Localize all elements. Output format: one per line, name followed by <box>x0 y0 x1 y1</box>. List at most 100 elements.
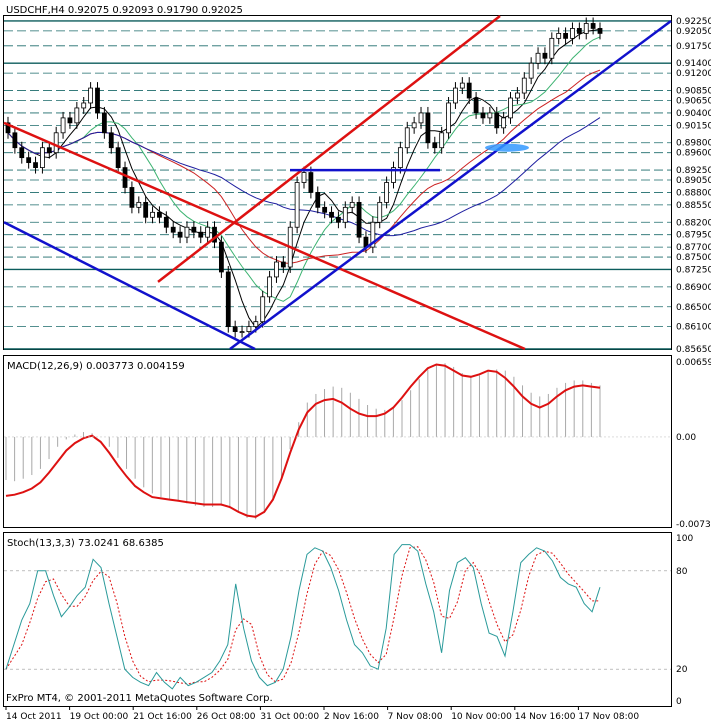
time-tick-label: 14 Oct 2011 <box>6 712 62 722</box>
candle-body <box>280 261 286 268</box>
candle-body <box>5 122 11 134</box>
trend-line <box>3 121 526 351</box>
time-tick-label: 21 Oct 16:00 <box>133 712 192 722</box>
symbol-header: USDCHF,H4 0.92075 0.92093 0.91790 0.9202… <box>6 5 243 16</box>
candle-body <box>404 127 410 149</box>
candle-body <box>521 77 527 94</box>
candle-body <box>267 276 272 298</box>
macd-tick-label: 0.00 <box>676 433 696 443</box>
candle-body <box>53 132 59 154</box>
candle-body <box>487 112 493 119</box>
stoch-lines <box>5 544 601 690</box>
candle-body <box>453 87 458 104</box>
candle-body <box>67 117 73 124</box>
candle-body <box>26 157 32 164</box>
price-tick-label: 0.91750 <box>676 42 711 52</box>
stoch-panel-frame <box>3 532 672 707</box>
time-tick-label: 14 Nov 16:00 <box>515 712 576 722</box>
candle-body <box>101 112 107 134</box>
candle-body <box>239 331 245 334</box>
candle-body <box>177 231 183 238</box>
price-tick-label: 0.86100 <box>676 323 711 333</box>
candle-body <box>473 97 479 114</box>
stoch-signal-line <box>5 546 600 685</box>
candle-body <box>308 172 314 193</box>
candle-body <box>432 142 438 149</box>
candle-body <box>501 117 507 129</box>
candle-body <box>329 211 334 218</box>
price-tick-label: 0.88200 <box>676 218 711 228</box>
candle-body <box>274 261 279 278</box>
price-tick-label: 0.91400 <box>676 59 711 69</box>
candle-body <box>391 167 396 183</box>
price-tick-label: 0.87950 <box>676 231 711 241</box>
price-tick-label: 0.89250 <box>676 166 711 176</box>
price-tick-label: 0.91200 <box>676 69 711 79</box>
candle-body <box>46 147 52 154</box>
candle-body <box>33 162 38 168</box>
candle-body <box>535 52 541 64</box>
candle-body <box>12 132 18 149</box>
time-tick-label: 10 Nov 00:00 <box>451 712 512 722</box>
candle-body <box>246 326 252 333</box>
candle-body <box>446 102 451 134</box>
moving-average-line <box>7 28 601 329</box>
candle-body <box>198 231 204 238</box>
macd-signal-line <box>5 363 601 518</box>
candle-body <box>418 112 424 124</box>
macd-tick-label: 0.00659 <box>676 358 711 368</box>
candle-body <box>597 28 603 34</box>
candle-body <box>590 23 596 29</box>
candle-body <box>191 226 197 233</box>
trend-line <box>229 19 672 351</box>
candle-body <box>528 62 534 79</box>
candle-body <box>150 211 155 218</box>
candle-body <box>508 97 513 119</box>
candle-body <box>563 32 568 39</box>
candle-body <box>514 92 520 99</box>
candle-body <box>205 226 211 238</box>
price-tick-label: 0.87700 <box>676 243 711 253</box>
candle-body <box>494 112 500 129</box>
candle-body <box>163 216 169 228</box>
price-tick-label: 0.89050 <box>676 176 711 186</box>
price-tick-label: 0.88550 <box>676 201 711 211</box>
candle-body <box>576 28 582 34</box>
candle-body <box>322 206 328 213</box>
candle-body <box>349 201 355 208</box>
candle-body <box>570 28 575 39</box>
trend-line <box>157 15 501 283</box>
time-axis-labels: 14 Oct 2011 19 Oct 00:00 21 Oct 16:00 26 Oc… <box>5 706 639 722</box>
price-tick-label: 0.92250 <box>676 17 711 27</box>
copyright-text: FxPro MT4, © 2001-2011 MetaQuotes Softwa… <box>6 693 273 704</box>
macd-histogram <box>5 363 601 520</box>
price-tick-label: 0.89600 <box>676 149 711 159</box>
time-tick-label: 17 Nov 08:00 <box>578 712 639 722</box>
candle-body <box>95 87 100 114</box>
highlight-marker <box>485 143 529 152</box>
candle-body <box>384 182 390 203</box>
stoch-tick-label: 80 <box>676 567 688 577</box>
candle-body <box>397 147 403 168</box>
candle-body <box>315 192 321 208</box>
macd-axis-labels: 0.00659 0.00 -0.00733 <box>4 358 711 530</box>
candle-body <box>542 52 548 59</box>
candle-body <box>480 112 486 119</box>
stoch-tick-label: 0 <box>676 697 682 707</box>
candle-body <box>19 147 25 159</box>
candle-body <box>336 216 341 223</box>
candle-body <box>184 226 190 238</box>
candle-body <box>425 112 431 144</box>
candle-body <box>115 147 121 168</box>
candle-body <box>370 221 376 248</box>
candle-body <box>81 102 87 109</box>
candle-body <box>439 132 445 149</box>
time-tick-label: 19 Oct 00:00 <box>70 712 129 722</box>
candle-body <box>253 321 259 328</box>
price-tick-label: 0.90400 <box>676 109 711 119</box>
price-tick-label: 0.88800 <box>676 188 711 198</box>
stoch-label: Stoch(13,3,3) 73.0241 68.6385 <box>7 538 164 549</box>
price-panel-frame <box>3 15 672 350</box>
